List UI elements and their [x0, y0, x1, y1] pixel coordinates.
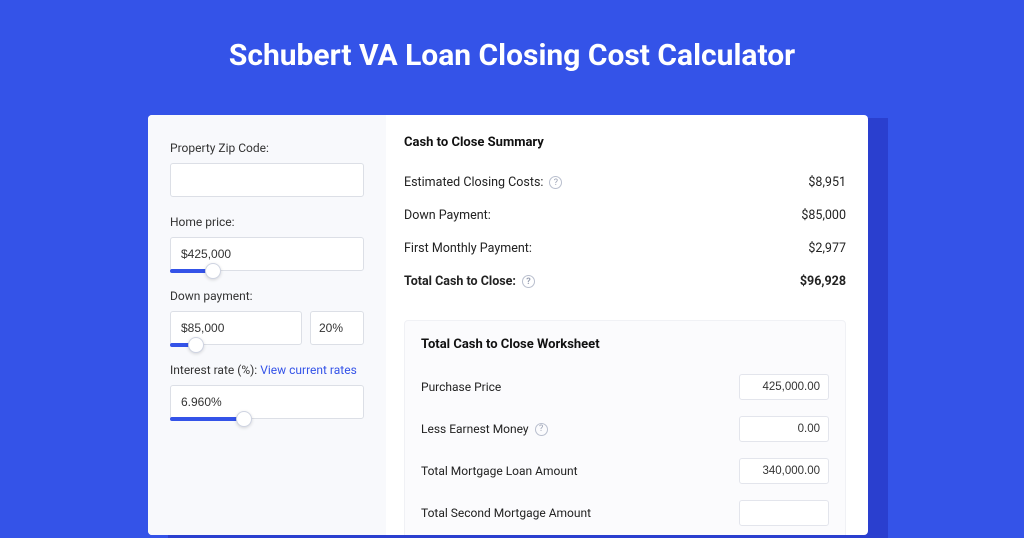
- summary-heading: Cash to Close Summary: [404, 135, 846, 150]
- rate-track: [170, 417, 244, 421]
- help-icon[interactable]: ?: [522, 275, 535, 288]
- home-price-input[interactable]: [170, 237, 364, 271]
- ws-label-text: Total Mortgage Loan Amount: [421, 464, 578, 478]
- worksheet-heading: Total Cash to Close Worksheet: [421, 337, 829, 352]
- down-payment-thumb[interactable]: [188, 337, 204, 353]
- down-payment-slider[interactable]: [170, 311, 302, 345]
- summary-row-total: Total Cash to Close: ? $96,928: [404, 265, 846, 298]
- rate-slider[interactable]: [170, 385, 364, 419]
- summary-label-text: Down Payment:: [404, 208, 491, 223]
- home-price-slider[interactable]: [170, 237, 364, 271]
- summary-value: $85,000: [801, 208, 846, 223]
- ws-row-second-mortgage: Total Second Mortgage Amount: [421, 492, 829, 534]
- ws-earnest-money-input[interactable]: [739, 416, 829, 442]
- summary-value: $2,977: [808, 241, 846, 256]
- summary-label-text: Estimated Closing Costs:: [404, 175, 543, 190]
- rate-label: Interest rate (%): View current rates: [170, 363, 364, 377]
- zip-input[interactable]: [170, 163, 364, 197]
- down-payment-label: Down payment:: [170, 289, 364, 303]
- summary-row-first-payment: First Monthly Payment: $2,977: [404, 232, 846, 265]
- ws-label-text: Less Earnest Money: [421, 422, 529, 436]
- ws-label-text: Purchase Price: [421, 380, 501, 394]
- ws-mortgage-amount-input[interactable]: [739, 458, 829, 484]
- home-price-thumb[interactable]: [205, 263, 221, 279]
- summary-label-text: First Monthly Payment:: [404, 241, 532, 256]
- down-payment-pct-input[interactable]: [310, 311, 364, 345]
- sidebar: Property Zip Code: Home price: Down paym…: [148, 115, 386, 535]
- help-icon[interactable]: ?: [535, 423, 548, 436]
- ws-row-mortgage-amount: Total Mortgage Loan Amount: [421, 450, 829, 492]
- main-panel: Cash to Close Summary Estimated Closing …: [386, 115, 868, 535]
- rate-label-prefix: Interest rate (%):: [170, 363, 260, 377]
- ws-row-earnest-money: Less Earnest Money ?: [421, 408, 829, 450]
- ws-row-purchase-price: Purchase Price: [421, 366, 829, 408]
- ws-label-text: Total Second Mortgage Amount: [421, 506, 591, 520]
- summary-label-text: Total Cash to Close:: [404, 274, 516, 289]
- ws-purchase-price-input[interactable]: [739, 374, 829, 400]
- summary-value: $96,928: [800, 274, 846, 289]
- ws-second-mortgage-input[interactable]: [739, 500, 829, 526]
- summary-row-down-payment: Down Payment: $85,000: [404, 199, 846, 232]
- rate-thumb[interactable]: [236, 411, 252, 427]
- summary-value: $8,951: [808, 175, 846, 190]
- zip-label: Property Zip Code:: [170, 141, 364, 155]
- home-price-label: Home price:: [170, 215, 364, 229]
- calculator-card: Property Zip Code: Home price: Down paym…: [148, 115, 868, 535]
- rate-link[interactable]: View current rates: [260, 363, 357, 377]
- summary-row-closing-costs: Estimated Closing Costs: ? $8,951: [404, 166, 846, 199]
- rate-input[interactable]: [170, 385, 364, 419]
- page-title: Schubert VA Loan Closing Cost Calculator: [0, 0, 1024, 103]
- worksheet-block: Total Cash to Close Worksheet Purchase P…: [404, 320, 846, 535]
- divider: [404, 298, 846, 312]
- help-icon[interactable]: ?: [549, 176, 562, 189]
